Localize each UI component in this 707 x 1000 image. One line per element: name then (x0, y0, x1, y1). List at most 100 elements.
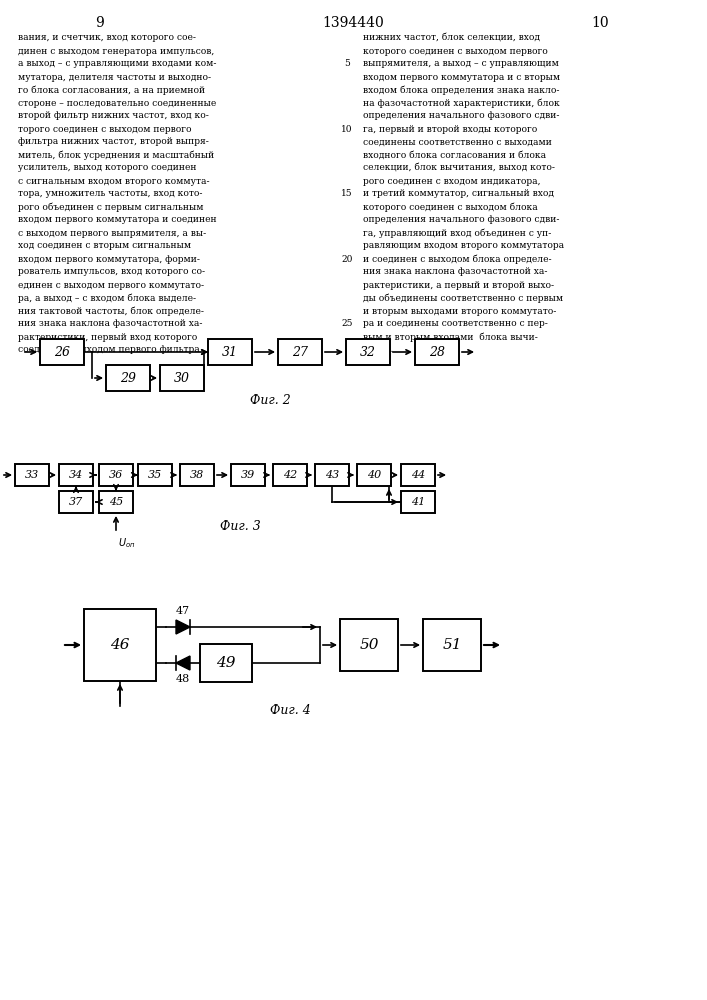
Bar (346, 339, 390, 365)
Text: второй фильтр нижних частот, вход ко-: второй фильтр нижних частот, вход ко- (18, 111, 209, 120)
Text: митель, блок усреднения и масштабный: митель, блок усреднения и масштабный (18, 150, 214, 160)
Bar (423, 619, 481, 671)
Text: 47: 47 (176, 606, 190, 616)
Text: селекции, блок вычитания, выход кото-: селекции, блок вычитания, выход кото- (363, 163, 555, 172)
Text: равляющим входом второго коммутатора: равляющим входом второго коммутатора (363, 241, 564, 250)
Bar (99, 491, 133, 513)
Text: 25: 25 (341, 320, 353, 328)
Text: и третий коммутатор, сигнальный вход: и третий коммутатор, сигнальный вход (363, 190, 554, 198)
Text: 9: 9 (95, 16, 105, 30)
Text: вым и вторым входами  блока вычи-: вым и вторым входами блока вычи- (363, 332, 538, 342)
Text: 43: 43 (325, 470, 339, 480)
Text: нижних частот, блок селекции, вход: нижних частот, блок селекции, вход (363, 33, 540, 42)
Text: 42: 42 (283, 470, 297, 480)
Text: и соединен с выходом блока определе-: и соединен с выходом блока определе- (363, 254, 551, 264)
Text: 29: 29 (120, 371, 136, 384)
Text: 10: 10 (591, 16, 609, 30)
Text: 27: 27 (292, 346, 308, 359)
Text: мутатора, делителя частоты и выходно-: мутатора, делителя частоты и выходно- (18, 73, 211, 82)
Bar (59, 464, 93, 486)
Bar (208, 339, 252, 365)
Text: с сигнальным входом второго коммута-: с сигнальным входом второго коммута- (18, 176, 209, 186)
Text: ход соединен с вторым сигнальным: ход соединен с вторым сигнальным (18, 241, 191, 250)
Text: 50: 50 (359, 638, 379, 652)
Text: 30: 30 (174, 371, 190, 384)
Text: выпрямителя, а выход – с управляющим: выпрямителя, а выход – с управляющим (363, 60, 559, 68)
Bar (415, 339, 459, 365)
Text: тания.: тания. (363, 346, 395, 355)
Text: ния знака наклона фазочастотной ха-: ния знака наклона фазочастотной ха- (18, 320, 202, 328)
Text: входом первого коммутатора и с вторым: входом первого коммутатора и с вторым (363, 73, 560, 82)
Text: 51: 51 (443, 638, 462, 652)
Text: га, управляющий вход объединен с уп-: га, управляющий вход объединен с уп- (363, 228, 551, 238)
Bar (40, 339, 84, 365)
Bar (106, 365, 150, 391)
Text: 20: 20 (341, 254, 353, 263)
Text: 31: 31 (222, 346, 238, 359)
Text: рактеристики, а первый и второй выхо-: рактеристики, а первый и второй выхо- (363, 280, 554, 290)
Text: Фиг. 4: Фиг. 4 (269, 704, 310, 716)
Text: ра и соединены соответственно с пер-: ра и соединены соответственно с пер- (363, 320, 548, 328)
Text: динен с выходом генератора импульсов,: динен с выходом генератора импульсов, (18, 46, 214, 55)
Bar (401, 491, 435, 513)
Text: 46: 46 (110, 638, 130, 652)
Text: 35: 35 (148, 470, 162, 480)
Text: 38: 38 (190, 470, 204, 480)
Text: соединен с выходом первого фильтра: соединен с выходом первого фильтра (18, 346, 200, 355)
Text: единен с выходом первого коммутато-: единен с выходом первого коммутато- (18, 280, 204, 290)
Polygon shape (176, 656, 190, 670)
Text: которого соединен с выходом первого: которого соединен с выходом первого (363, 46, 548, 55)
Bar (138, 464, 172, 486)
Text: входного блока согласования и блока: входного блока согласования и блока (363, 150, 546, 159)
Text: 37: 37 (69, 497, 83, 507)
Text: ды объединены соответственно с первым: ды объединены соответственно с первым (363, 293, 563, 303)
Text: которого соединен с выходом блока: которого соединен с выходом блока (363, 202, 538, 212)
Text: го блока согласования, а на приемной: го блока согласования, а на приемной (18, 85, 205, 95)
Text: 5: 5 (344, 60, 350, 68)
Bar (273, 464, 307, 486)
Text: рактеристики, первый вход которого: рактеристики, первый вход которого (18, 332, 197, 342)
Text: фильтра нижних частот, второй выпря-: фильтра нижних частот, второй выпря- (18, 137, 209, 146)
Text: входом первого коммутатора и соединен: входом первого коммутатора и соединен (18, 216, 216, 225)
Text: рого соединен с входом индикатора,: рого соединен с входом индикатора, (363, 176, 540, 186)
Text: 26: 26 (54, 346, 70, 359)
Text: ра, а выход – с входом блока выделе-: ра, а выход – с входом блока выделе- (18, 293, 196, 303)
Text: усилитель, выход которого соединен: усилитель, выход которого соединен (18, 163, 197, 172)
Text: рого объединен с первым сигнальным: рого объединен с первым сигнальным (18, 202, 204, 212)
Bar (160, 365, 204, 391)
Text: 32: 32 (360, 346, 376, 359)
Text: 36: 36 (109, 470, 123, 480)
Text: соединены соответственно с выходами: соединены соответственно с выходами (363, 137, 552, 146)
Text: 41: 41 (411, 497, 425, 507)
Bar (278, 339, 322, 365)
Bar (15, 464, 49, 486)
Text: 28: 28 (429, 346, 445, 359)
Text: ния тактовой частоты, блок определе-: ния тактовой частоты, блок определе- (18, 306, 204, 316)
Polygon shape (176, 620, 190, 634)
Bar (84, 609, 156, 681)
Bar (231, 464, 265, 486)
Text: Фиг. 3: Фиг. 3 (220, 520, 260, 534)
Text: 40: 40 (367, 470, 381, 480)
Text: га, первый и второй входы которого: га, первый и второй входы которого (363, 124, 537, 133)
Text: торого соединен с выходом первого: торого соединен с выходом первого (18, 124, 192, 133)
Text: 48: 48 (176, 674, 190, 684)
Text: $U_{оп}$: $U_{оп}$ (118, 536, 136, 550)
Bar (315, 464, 349, 486)
Text: 44: 44 (411, 470, 425, 480)
Bar (180, 464, 214, 486)
Text: входом блока определения знака накло-: входом блока определения знака накло- (363, 85, 559, 95)
Bar (340, 619, 398, 671)
Bar (357, 464, 391, 486)
Text: стороне – последовательно соединенные: стороне – последовательно соединенные (18, 99, 216, 107)
Bar (99, 464, 133, 486)
Text: 33: 33 (25, 470, 39, 480)
Text: определения начального фазового сдви-: определения начального фазового сдви- (363, 111, 559, 120)
Bar (401, 464, 435, 486)
Text: 34: 34 (69, 470, 83, 480)
Bar (200, 644, 252, 682)
Text: определения начального фазового сдви-: определения начального фазового сдви- (363, 216, 559, 225)
Text: рователь импульсов, вход которого со-: рователь импульсов, вход которого со- (18, 267, 205, 276)
Text: 49: 49 (216, 656, 235, 670)
Text: входом первого коммутатора, форми-: входом первого коммутатора, форми- (18, 254, 200, 263)
